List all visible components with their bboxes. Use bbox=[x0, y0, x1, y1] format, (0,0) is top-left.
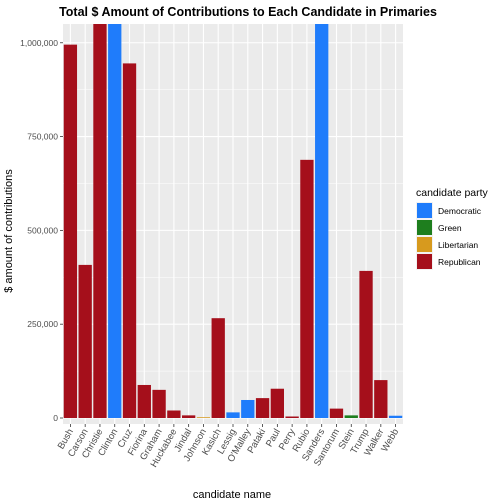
bar-perry bbox=[285, 416, 299, 418]
bar-omalley bbox=[241, 399, 255, 418]
bar-fiorina bbox=[137, 384, 151, 418]
bar-jindal bbox=[182, 415, 196, 418]
x-axis-ticks: BushCarsonChristieClintonCruzFiorinaGrah… bbox=[56, 424, 401, 470]
y-tick-label: 250,000 bbox=[27, 319, 58, 329]
y-tick-label: 1,000,000 bbox=[20, 38, 58, 48]
x-axis-title: candidate name bbox=[193, 489, 271, 501]
bar-kasich bbox=[211, 318, 225, 418]
legend-label-green: Green bbox=[438, 223, 462, 233]
bar-carson bbox=[78, 264, 92, 418]
bar-clinton bbox=[108, 24, 122, 418]
bar-cruz bbox=[122, 63, 137, 419]
legend-swatch-libertarian bbox=[417, 237, 432, 252]
bar-trump bbox=[359, 270, 373, 418]
legend-label-libertarian: Libertarian bbox=[438, 240, 478, 250]
bar-lessig bbox=[226, 412, 240, 418]
bar-stein bbox=[344, 415, 358, 418]
y-axis-ticks: 0 250,000 500,000 750,000 1,000,000 bbox=[20, 38, 63, 423]
bar-rubio bbox=[300, 159, 314, 419]
bar-sanders bbox=[315, 24, 329, 418]
chart-title: Total $ Amount of Contributions to Each … bbox=[59, 5, 437, 19]
bars bbox=[63, 24, 403, 419]
bar-webb bbox=[388, 415, 403, 418]
bar-graham bbox=[152, 389, 166, 418]
y-tick-label: 500,000 bbox=[27, 225, 58, 235]
bar-huckabee bbox=[167, 410, 181, 418]
legend-title: candidate party bbox=[416, 187, 489, 199]
legend-label-democratic: Democratic bbox=[438, 206, 482, 216]
bar-pataki bbox=[255, 398, 270, 418]
y-tick-label: 0 bbox=[53, 413, 58, 423]
legend-label-republican: Republican bbox=[438, 257, 481, 267]
y-axis-title: $ amount of contributions bbox=[3, 169, 15, 293]
legend: candidate party Democratic Green Libertari… bbox=[416, 187, 489, 270]
bar-johnson bbox=[196, 417, 211, 418]
legend-swatch-republican bbox=[417, 254, 432, 269]
bar-christie bbox=[93, 24, 107, 418]
bar-walker bbox=[374, 380, 388, 418]
legend-swatch-democratic bbox=[417, 203, 432, 218]
legend-swatch-green bbox=[417, 220, 432, 235]
bar-paul bbox=[270, 388, 284, 418]
bar-santorum bbox=[329, 408, 344, 418]
bar-bush bbox=[63, 44, 78, 419]
y-tick-label: 750,000 bbox=[27, 132, 58, 142]
